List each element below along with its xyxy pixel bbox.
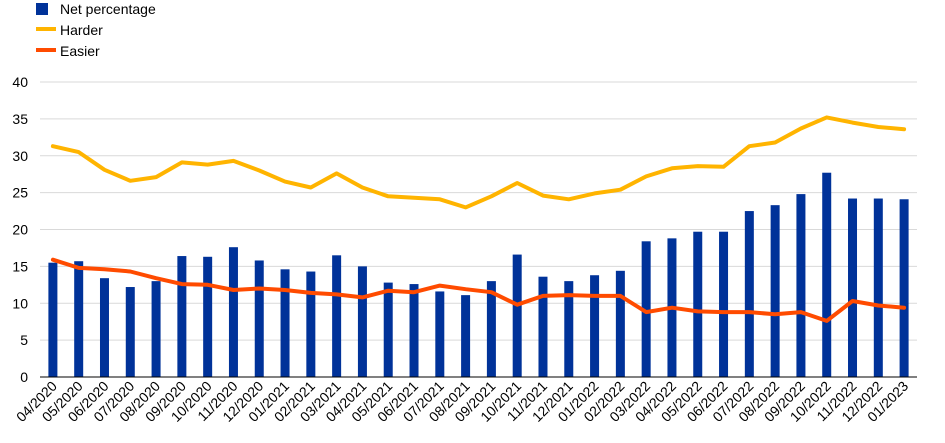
- bar-net-percentage: [796, 194, 806, 377]
- legend-label-easier: Easier: [60, 43, 100, 59]
- bar-net-percentage: [822, 172, 832, 377]
- bar-net-percentage: [744, 211, 754, 377]
- bar-net-percentage: [409, 284, 419, 377]
- bar-net-percentage: [357, 266, 367, 377]
- bar-net-percentage: [151, 281, 161, 377]
- bar-net-percentage: [280, 269, 290, 377]
- bar-net-percentage: [538, 276, 548, 377]
- y-tick-label: 20: [12, 222, 28, 238]
- bar-net-percentage: [332, 255, 342, 377]
- bar-net-percentage: [203, 256, 213, 377]
- legend-swatch-net-percentage: [36, 3, 48, 15]
- bar-net-percentage: [486, 281, 496, 377]
- bar-net-percentage: [719, 231, 729, 377]
- y-tick-label: 15: [12, 258, 28, 274]
- bar-net-percentage: [590, 275, 600, 377]
- bar-net-percentage: [848, 198, 858, 377]
- bar-net-percentage: [770, 205, 780, 377]
- y-tick-label: 5: [20, 332, 28, 348]
- bar-net-percentage: [461, 295, 471, 377]
- bar-net-percentage: [383, 282, 393, 377]
- bar-net-percentage: [125, 287, 135, 377]
- y-tick-label: 25: [12, 185, 28, 201]
- bar-net-percentage: [435, 291, 445, 377]
- legend-label-harder: Harder: [60, 22, 103, 38]
- bar-net-percentage: [74, 261, 84, 377]
- bar-net-percentage: [693, 231, 703, 377]
- bar-net-percentage: [615, 270, 625, 377]
- legend-swatch-easier: [36, 48, 56, 52]
- y-tick-label: 35: [12, 111, 28, 127]
- bar-net-percentage: [48, 262, 58, 377]
- legend: Net percentage Harder Easier: [36, 1, 156, 59]
- line-harder: [50, 115, 907, 210]
- bar-net-percentage: [99, 278, 109, 377]
- grid: [40, 81, 917, 378]
- bar-net-percentage: [899, 199, 909, 377]
- bar-net-percentage: [177, 256, 187, 377]
- y-tick-label: 30: [12, 148, 28, 164]
- bar-net-percentage: [564, 281, 574, 377]
- lines: [50, 115, 907, 323]
- line-easier: [50, 257, 907, 323]
- bar-net-percentage: [306, 271, 316, 377]
- legend-swatch-harder: [36, 27, 56, 31]
- bar-net-percentage: [254, 260, 264, 377]
- y-tick-label: 10: [12, 295, 28, 311]
- y-tick-label: 0: [20, 369, 28, 385]
- x-axis: 04/202005/202006/202007/202008/202009/20…: [13, 376, 917, 425]
- bars: [48, 172, 909, 377]
- bar-net-percentage: [873, 198, 883, 377]
- bar-net-percentage: [641, 241, 651, 377]
- bar-net-percentage: [512, 254, 522, 377]
- legend-label-net-percentage: Net percentage: [60, 1, 156, 17]
- y-axis: 0 5 10 15 20 25 30 35 40: [12, 74, 28, 385]
- bar-net-percentage: [228, 247, 238, 377]
- y-tick-label: 40: [12, 74, 28, 90]
